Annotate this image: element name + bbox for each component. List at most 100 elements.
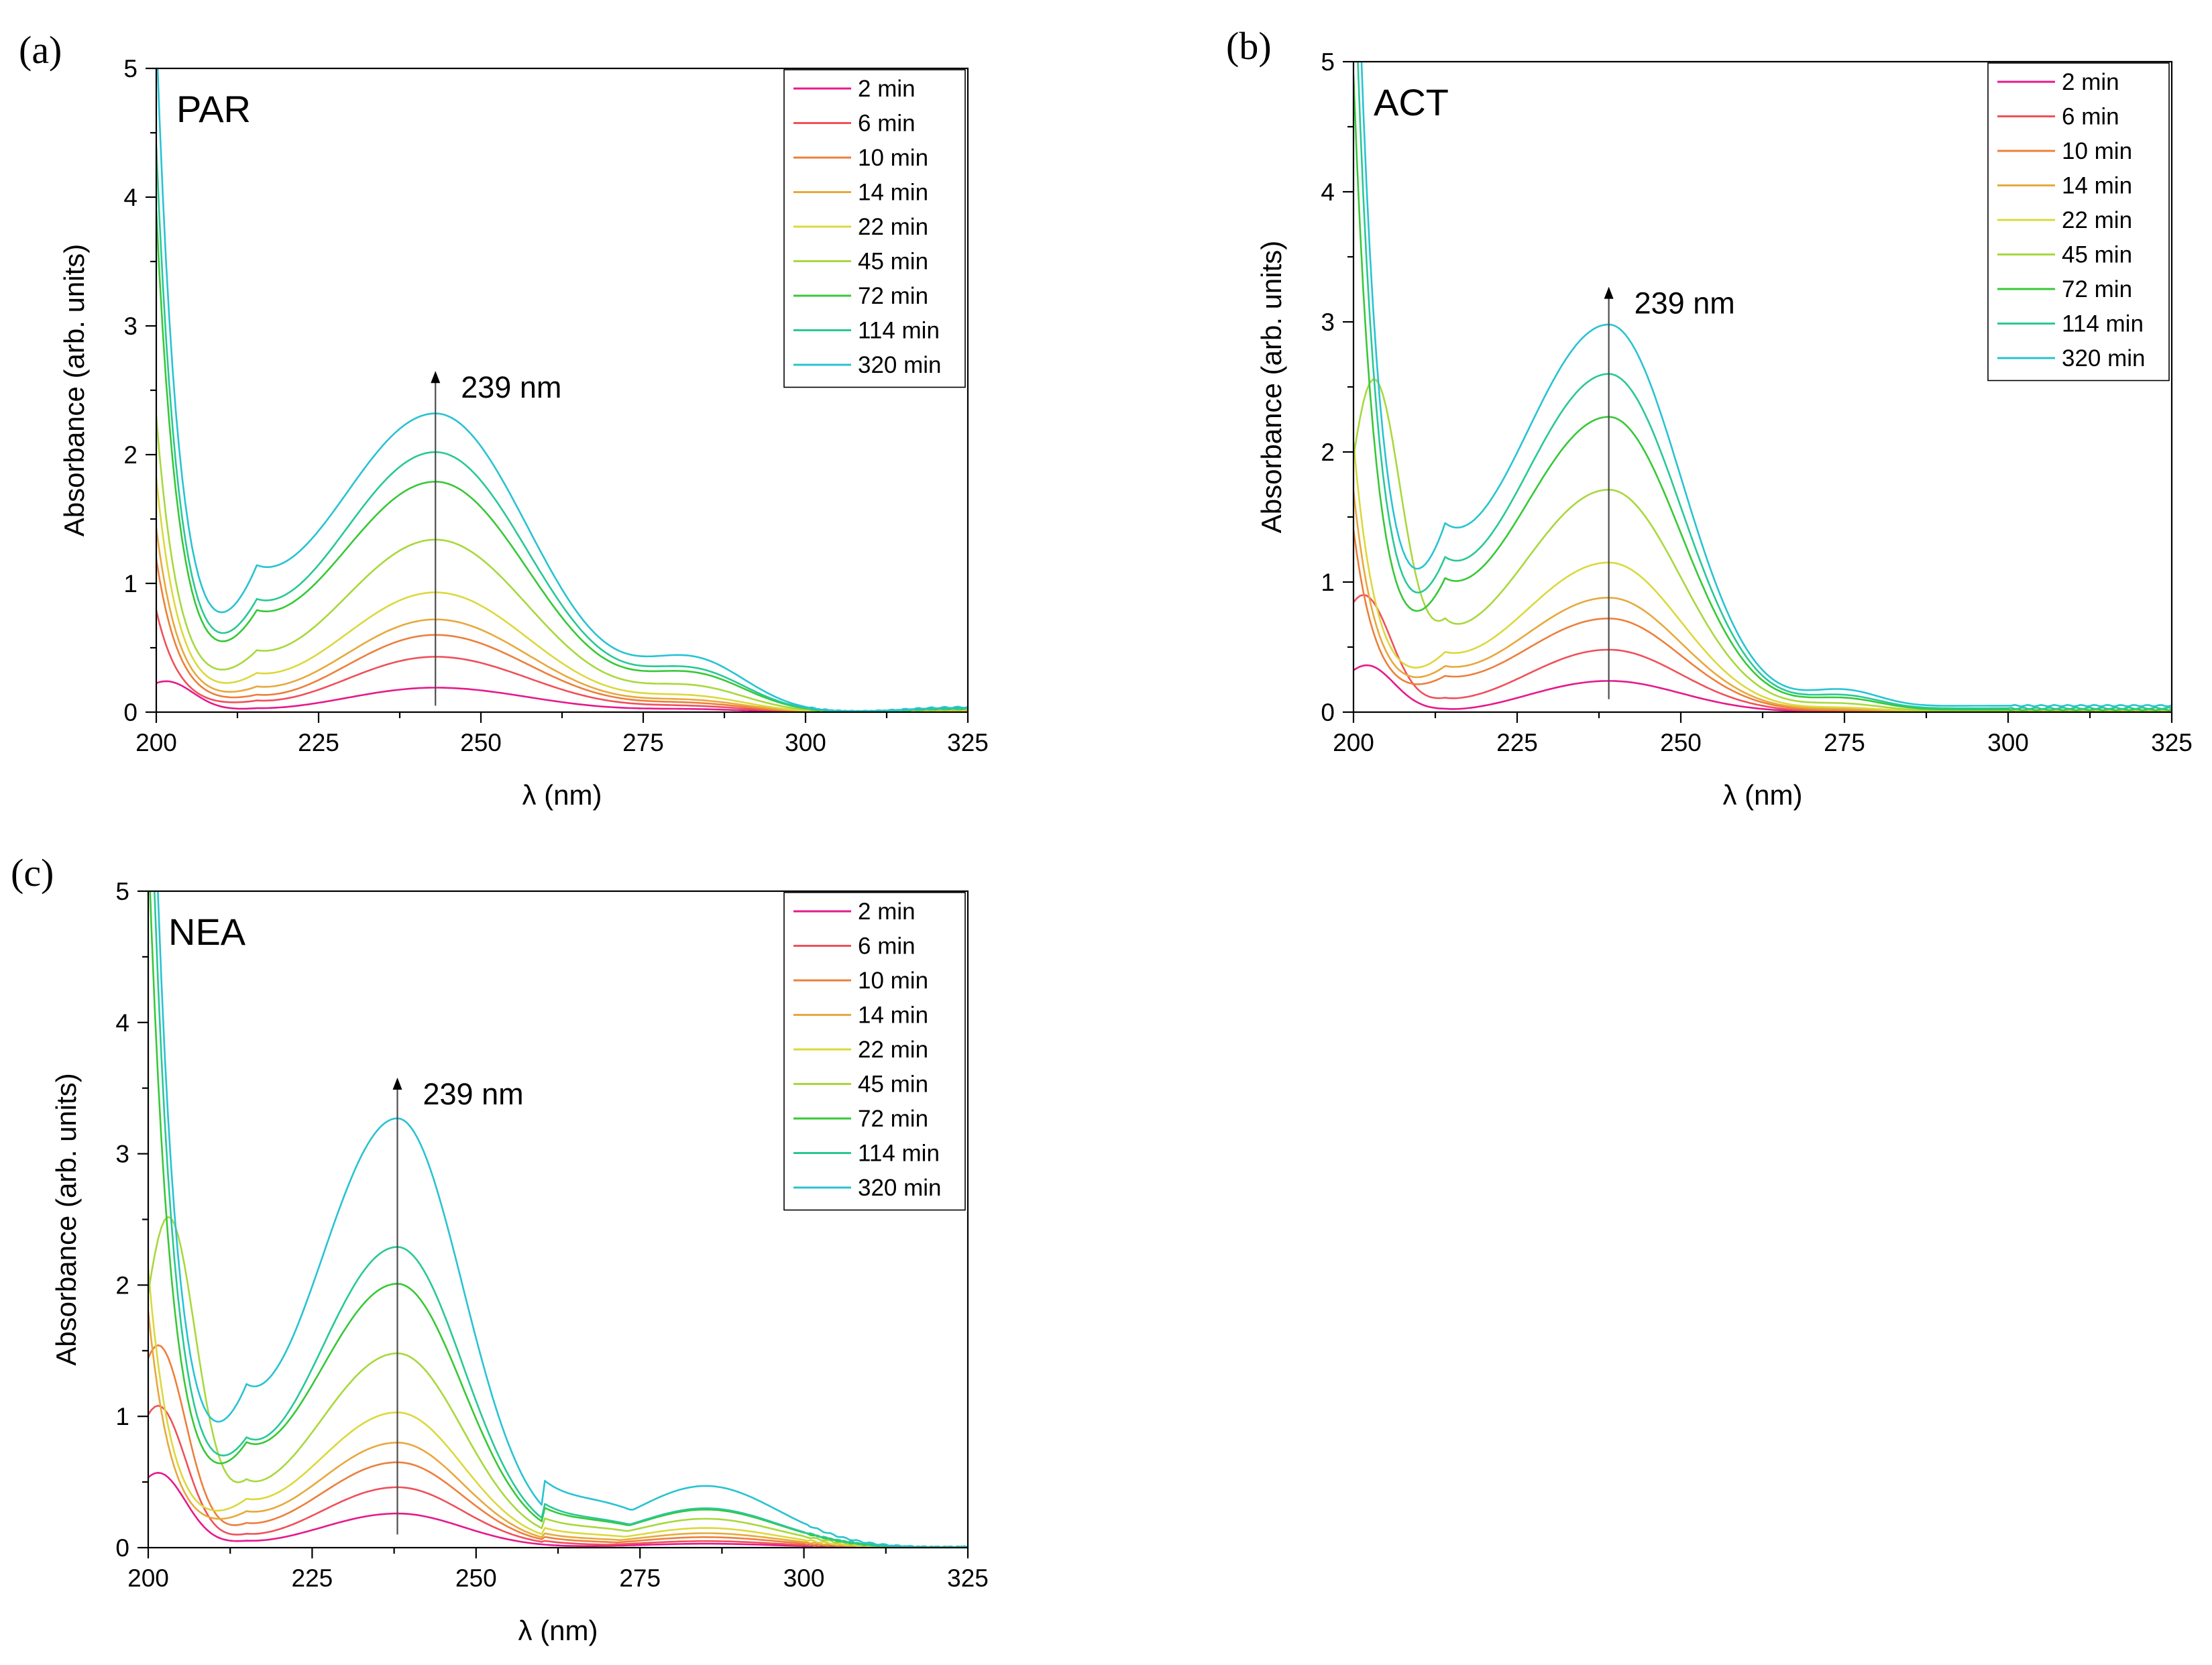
legend-label: 45 min	[858, 249, 928, 275]
series-line-72-min	[1353, 74, 2172, 711]
x-tick-label: 225	[292, 1564, 333, 1592]
panel-tag: NEA	[168, 911, 246, 953]
series-line-22-min	[156, 477, 968, 712]
x-tick-label: 200	[1333, 729, 1374, 756]
series-line-114-min	[154, 891, 968, 1548]
peak-arrow-head	[1604, 286, 1614, 299]
series-line-6-min	[148, 1405, 968, 1548]
y-tick-label: 0	[1321, 699, 1335, 726]
x-tick-label: 300	[783, 1564, 825, 1592]
legend-label: 72 min	[858, 1106, 928, 1132]
panel-c: 200 225 250 275 300 325 0 1 2 3 4 5 λ (nm) Absorbance…	[11, 851, 989, 1646]
y-tick-label: 2	[123, 441, 137, 469]
legend-label: 6 min	[858, 933, 916, 960]
series-line-45-min	[1353, 378, 2172, 712]
x-tick-label: 200	[127, 1564, 169, 1592]
legend-label: 2 min	[858, 76, 916, 102]
x-tick-label: 225	[298, 729, 339, 756]
legend-label: 114 min	[2062, 311, 2144, 337]
legend-label: 10 min	[858, 145, 928, 171]
legend-label: 45 min	[858, 1072, 928, 1098]
y-tick-label: 2	[115, 1271, 129, 1299]
y-tick-label: 2	[1321, 439, 1335, 466]
legend-label: 320 min	[2062, 345, 2146, 371]
peak-arrow-head	[431, 371, 441, 384]
legend-label: 22 min	[858, 214, 928, 240]
legend-label: 2 min	[858, 899, 916, 925]
legend-label: 10 min	[2062, 138, 2132, 164]
peak-annotation: 239 nm	[423, 1077, 523, 1111]
legend-label: 320 min	[858, 352, 942, 378]
y-tick-label: 3	[1321, 308, 1335, 336]
x-tick-label: 250	[460, 729, 502, 756]
series-line-320-min	[157, 891, 968, 1548]
y-tick-label: 3	[123, 312, 137, 340]
panel-tag: ACT	[1374, 81, 1449, 123]
series-line-45-min	[148, 1216, 968, 1548]
panel-a: 200 225 250 275 300 325 0 1 2 3 4 5 λ (nm) Absorbance…	[19, 28, 989, 811]
x-tick-label: 200	[135, 729, 177, 756]
y-tick-label: 1	[123, 570, 137, 597]
panel-letter: (a)	[19, 28, 62, 72]
series-line-10-min	[148, 1344, 968, 1548]
x-axis-title: λ (nm)	[522, 779, 602, 811]
legend-label: 114 min	[858, 318, 940, 344]
y-tick-label: 1	[1321, 569, 1335, 596]
x-tick-label: 325	[947, 1564, 989, 1592]
x-tick-label: 300	[785, 729, 826, 756]
peak-annotation: 239 nm	[1635, 286, 1735, 321]
y-tick-label: 3	[115, 1141, 129, 1168]
series-line-22-min	[148, 1269, 968, 1548]
legend-label: 320 min	[858, 1175, 942, 1201]
x-tick-label: 325	[947, 729, 989, 756]
y-tick-label: 4	[115, 1009, 129, 1037]
x-tick-label: 275	[622, 729, 664, 756]
legend-label: 2 min	[2062, 69, 2119, 95]
x-axis-title: λ (nm)	[518, 1615, 598, 1646]
series-lines	[1353, 62, 2172, 712]
legend-label: 45 min	[2062, 242, 2132, 268]
legend-label: 14 min	[858, 180, 928, 206]
panel-tag: PAR	[176, 88, 251, 130]
x-tick-label: 275	[1824, 729, 1865, 756]
legend: 2 min 6 min 10 min 14 min 22 min 45 min 72 min…	[783, 892, 966, 1211]
series-line-320-min	[156, 68, 968, 712]
series-line-10-min	[1353, 530, 2172, 712]
y-tick-label: 0	[123, 699, 137, 726]
series-line-45-min	[156, 416, 968, 712]
y-tick-label: 4	[123, 184, 137, 211]
series-line-14-min	[156, 528, 968, 712]
x-tick-label: 225	[1496, 729, 1538, 756]
y-axis-title: Absorbance (arb. units)	[1256, 241, 1287, 534]
series-line-320-min	[1360, 62, 2172, 707]
y-tick-label: 0	[115, 1534, 129, 1562]
legend: 2 min 6 min 10 min 14 min 22 min 45 min 72 min…	[1987, 62, 2170, 382]
legend-label: 14 min	[858, 1002, 928, 1029]
legend-label: 6 min	[858, 111, 916, 137]
series-line-6-min	[1353, 593, 2172, 712]
y-axis-title: Absorbance (arb. units)	[50, 1073, 82, 1366]
x-tick-label: 275	[619, 1564, 661, 1592]
y-axis-title: Absorbance (arb. units)	[58, 244, 90, 537]
peak-arrow-head	[392, 1078, 402, 1090]
legend: 2 min 6 min 10 min 14 min 22 min 45 min 72 min…	[783, 69, 966, 388]
y-tick-label: 5	[123, 55, 137, 82]
x-tick-label: 325	[2151, 729, 2193, 756]
legend-box	[783, 892, 966, 1211]
x-tick-label: 300	[1987, 729, 2029, 756]
panel-letter: (b)	[1226, 24, 1272, 68]
legend-label: 72 min	[2062, 276, 2132, 302]
legend-label: 10 min	[858, 968, 928, 994]
series-lines	[148, 891, 968, 1548]
legend-label: 22 min	[2062, 207, 2132, 233]
legend-label: 72 min	[858, 283, 928, 309]
series-line-114-min	[1357, 62, 2172, 710]
legend-label: 14 min	[2062, 173, 2132, 199]
series-line-6-min	[156, 610, 968, 712]
legend-label: 114 min	[858, 1141, 940, 1167]
x-axis-title: λ (nm)	[1723, 779, 1803, 811]
y-tick-label: 5	[115, 878, 129, 905]
y-tick-label: 1	[115, 1403, 129, 1430]
y-tick-label: 4	[1321, 178, 1335, 206]
